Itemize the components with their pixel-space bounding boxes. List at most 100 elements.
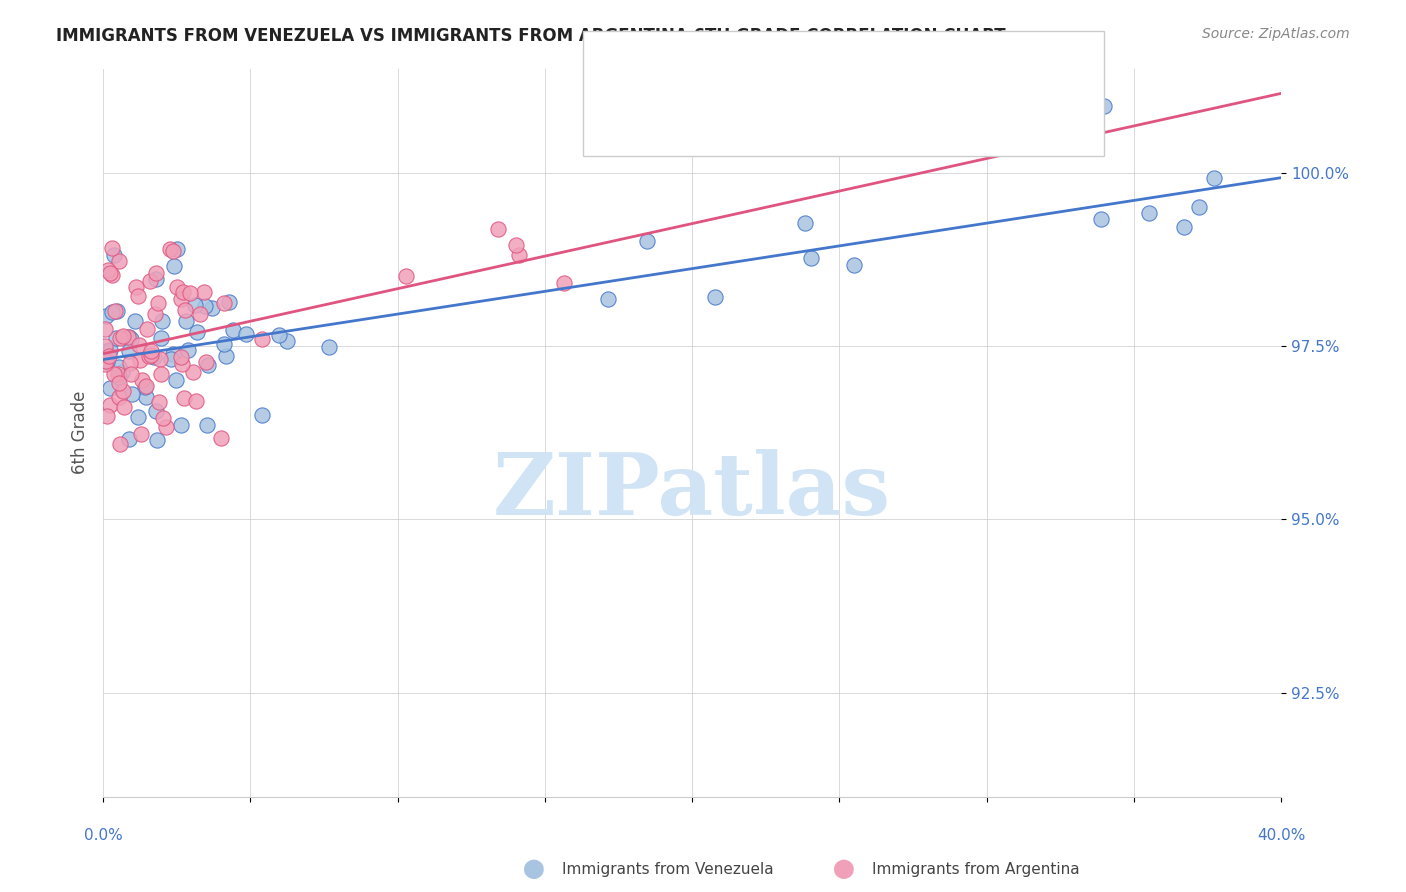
Point <box>98 349 121 363</box>
Text: ⬤: ⬤ <box>523 860 546 880</box>
Point <box>117 330 139 344</box>
Point <box>195 354 218 368</box>
Point <box>197 358 219 372</box>
Point <box>155 420 177 434</box>
Point <box>108 376 131 390</box>
Point <box>105 303 128 318</box>
Point <box>112 400 135 414</box>
Point <box>179 285 201 300</box>
Point <box>118 432 141 446</box>
Point <box>100 266 122 280</box>
Text: 40.0%: 40.0% <box>1257 828 1305 843</box>
Point <box>135 322 157 336</box>
Point <box>139 274 162 288</box>
Point <box>1137 206 1160 220</box>
Point <box>121 387 143 401</box>
Point <box>1094 99 1116 113</box>
Point <box>108 436 131 450</box>
Point <box>195 418 218 433</box>
Y-axis label: 6th Grade: 6th Grade <box>72 391 89 475</box>
Point <box>96 409 118 424</box>
Point <box>842 258 865 272</box>
Point <box>170 292 193 306</box>
Text: 0.0%: 0.0% <box>84 828 122 843</box>
Point <box>508 248 530 262</box>
Point <box>186 325 208 339</box>
Point <box>318 340 340 354</box>
Point <box>1188 200 1211 214</box>
Point <box>112 329 135 343</box>
Point <box>162 347 184 361</box>
Point <box>103 248 125 262</box>
Point <box>212 295 235 310</box>
Point <box>98 343 121 357</box>
Text: Immigrants from Argentina: Immigrants from Argentina <box>872 863 1080 877</box>
Point <box>127 410 149 425</box>
Point <box>170 350 193 364</box>
Point <box>145 272 167 286</box>
Point <box>194 299 217 313</box>
Point <box>111 384 134 398</box>
Point <box>125 280 148 294</box>
Bar <box>621 103 661 139</box>
Text: IMMIGRANTS FROM VENEZUELA VS IMMIGRANTS FROM ARGENTINA 6TH GRADE CORRELATION CHA: IMMIGRANTS FROM VENEZUELA VS IMMIGRANTS … <box>56 27 1005 45</box>
Point <box>124 313 146 327</box>
Point <box>145 307 167 321</box>
Point <box>108 359 131 374</box>
Point <box>131 373 153 387</box>
Point <box>118 344 141 359</box>
Point <box>149 331 172 345</box>
Point <box>94 309 117 323</box>
Point <box>98 381 121 395</box>
Point <box>162 244 184 259</box>
Point <box>117 330 139 344</box>
Point <box>127 288 149 302</box>
Point <box>94 353 117 368</box>
Point <box>250 408 273 422</box>
Point <box>172 357 194 371</box>
Point <box>1202 170 1225 185</box>
Point <box>101 305 124 319</box>
Point <box>212 337 235 351</box>
Point <box>138 349 160 363</box>
Point <box>1173 220 1195 235</box>
Point <box>118 357 141 371</box>
Point <box>209 432 232 446</box>
Point <box>101 242 124 256</box>
Point <box>103 303 125 318</box>
Point <box>120 332 142 346</box>
Point <box>166 280 188 294</box>
Point <box>145 266 167 280</box>
Point <box>135 390 157 404</box>
Point <box>215 349 238 363</box>
Point <box>128 353 150 368</box>
Point <box>108 370 131 384</box>
Point <box>598 292 620 306</box>
Point <box>107 367 129 381</box>
Point <box>101 268 124 283</box>
Point <box>146 434 169 448</box>
Point <box>98 398 121 412</box>
Point <box>152 410 174 425</box>
Point <box>250 332 273 346</box>
Point <box>107 390 129 404</box>
Point <box>139 344 162 359</box>
Point <box>704 290 727 304</box>
Point <box>135 378 157 392</box>
Point <box>169 418 191 433</box>
Point <box>794 216 817 230</box>
Point <box>172 285 194 300</box>
Point <box>395 269 418 284</box>
Point <box>188 307 211 321</box>
Point <box>184 393 207 408</box>
Point <box>120 368 142 382</box>
Point <box>159 351 181 366</box>
Point <box>94 322 117 336</box>
Point <box>150 314 173 328</box>
Point <box>94 339 117 353</box>
Point <box>177 343 200 358</box>
Point <box>148 395 170 409</box>
Point <box>486 222 509 236</box>
Point <box>193 285 215 300</box>
Point <box>93 357 115 371</box>
